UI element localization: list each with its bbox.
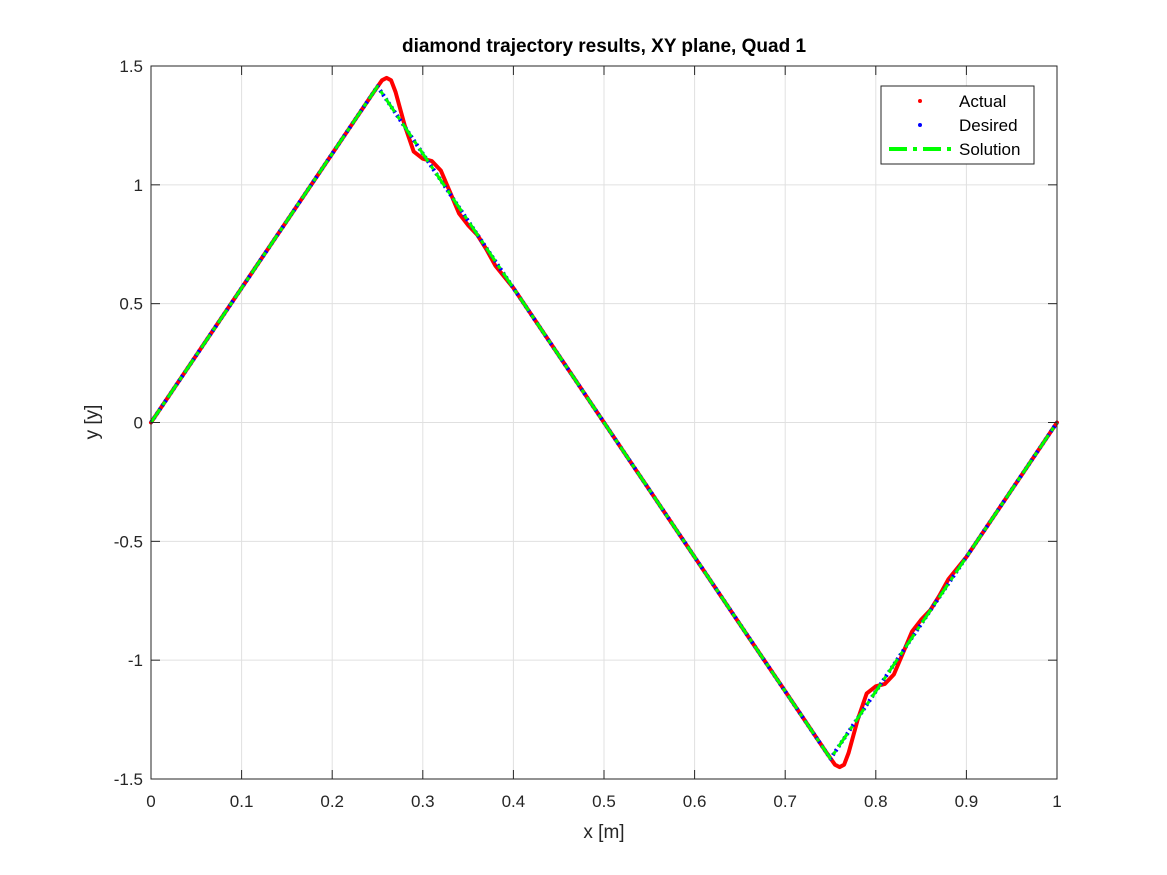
- x-tick-label: 0.5: [592, 792, 616, 811]
- x-tick-label: 0.7: [773, 792, 797, 811]
- x-tick-label: 0.1: [230, 792, 254, 811]
- y-tick-label: -1.5: [114, 770, 143, 789]
- x-tick-label: 0.4: [502, 792, 526, 811]
- x-tick-label: 0.2: [320, 792, 344, 811]
- x-tick-label: 0.8: [864, 792, 888, 811]
- axis-ticks: 0 0.1 0.2 0.3 0.4 0.5 0.6 0.7 0.8 0.9 1 1.5 1 0.5 0 -0.…: [114, 57, 1062, 811]
- x-tick-label: 1: [1052, 792, 1061, 811]
- y-tick-label: -1: [128, 651, 143, 670]
- legend-label-actual: Actual: [959, 92, 1006, 111]
- legend: Actual Desired Solution: [880, 85, 1035, 165]
- x-tick-label: 0.3: [411, 792, 435, 811]
- legend-label-solution: Solution: [959, 140, 1020, 159]
- y-tick-label: 0.5: [119, 295, 143, 314]
- y-tick-label: 1.5: [119, 57, 143, 76]
- legend-marker-desired: [918, 123, 922, 127]
- y-axis-label: y [y]: [82, 405, 103, 440]
- y-tick-label: -0.5: [114, 532, 143, 551]
- x-tick-label: 0.9: [955, 792, 979, 811]
- plot-series: [149, 75, 1059, 770]
- x-tick-label: 0.6: [683, 792, 707, 811]
- series-solution: [149, 84, 1059, 761]
- legend-label-desired: Desired: [959, 116, 1018, 135]
- chart-title: diamond trajectory results, XY plane, Qu…: [402, 36, 806, 57]
- legend-marker-actual: [918, 99, 922, 103]
- x-tick-label: 0: [146, 792, 155, 811]
- y-tick-label: 1: [134, 176, 143, 195]
- y-tick-label: 0: [134, 414, 143, 433]
- x-axis-label: x [m]: [583, 822, 624, 843]
